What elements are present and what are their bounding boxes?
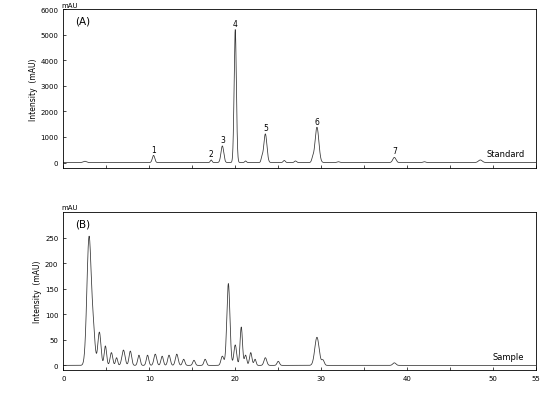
Text: 7: 7 — [392, 147, 397, 156]
Text: 4: 4 — [233, 20, 238, 29]
Text: 5: 5 — [263, 124, 268, 133]
Text: Standard: Standard — [486, 150, 524, 159]
Text: 2: 2 — [209, 150, 213, 159]
Text: (B): (B) — [75, 219, 90, 229]
Y-axis label: Intensity  (mAU): Intensity (mAU) — [33, 260, 42, 323]
Text: mAU: mAU — [61, 2, 78, 9]
Text: mAU: mAU — [61, 205, 78, 211]
Text: 6: 6 — [315, 117, 320, 126]
Text: Sample: Sample — [493, 352, 524, 361]
Text: 3: 3 — [220, 135, 225, 144]
Text: 1: 1 — [151, 145, 156, 154]
Text: (A): (A) — [75, 17, 90, 26]
Y-axis label: Intensity  (mAU): Intensity (mAU) — [29, 58, 37, 120]
